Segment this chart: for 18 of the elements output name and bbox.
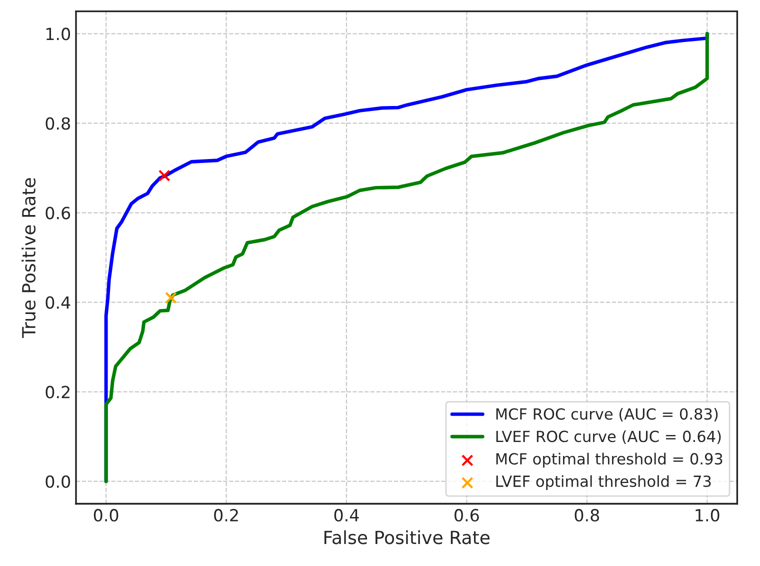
- legend-label: LVEF ROC curve (AUC = 0.64): [496, 430, 721, 444]
- legend-label: MCF ROC curve (AUC = 0.83): [496, 408, 718, 422]
- x-axis-title: False Positive Rate: [324, 530, 490, 544]
- y-tick-label: 0.4: [46, 296, 70, 309]
- y-tick-label: 0.0: [46, 475, 70, 488]
- x-tick-label: 0.2: [214, 508, 238, 522]
- y-tick-label: 0.6: [46, 206, 70, 220]
- x-tick-label: 0.6: [454, 508, 479, 522]
- legend-label: MCF optimal threshold = 0.93: [496, 452, 722, 468]
- y-tick-label: 0.8: [46, 117, 70, 130]
- x-tick-label: 0.4: [334, 508, 359, 522]
- x-tick-label: 0.8: [574, 508, 600, 522]
- x-tick-label: 0.0: [94, 508, 118, 522]
- y-axis-title: True Positive Rate: [22, 178, 36, 338]
- legend-label: LVEF optimal threshold = 73: [496, 475, 711, 490]
- y-tick-label: 0.2: [46, 386, 70, 398]
- y-tick-label: 1.0: [46, 28, 70, 40]
- x-tick-label: 1.0: [696, 508, 720, 522]
